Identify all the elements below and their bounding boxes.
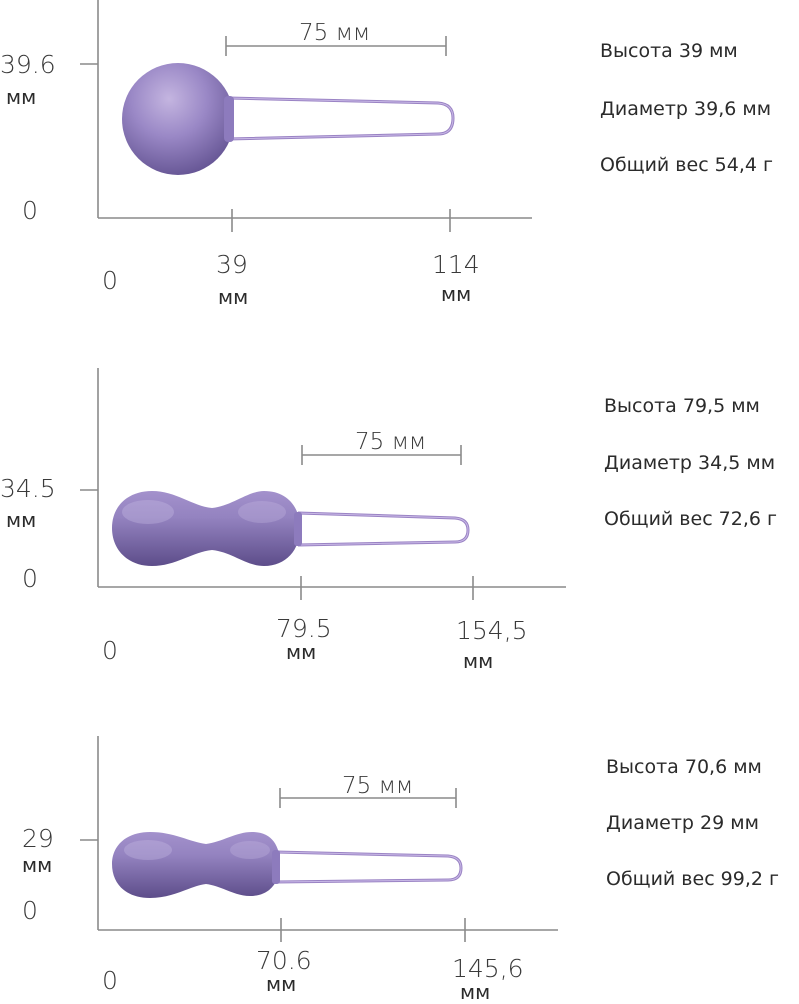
x-tick-unit-2: мм (463, 649, 494, 673)
spec-diameter: Диаметр 29 мм (606, 812, 759, 834)
product-panel-3: 29 мм 0 0 70.6 мм 145,6 мм 75 мм Высота … (0, 680, 799, 1004)
y-tick-label: 39.6 (0, 50, 56, 79)
x-tick-unit-1: мм (218, 285, 249, 309)
x-zero-label: 0 (102, 636, 118, 665)
dimension-label: 75 мм (299, 20, 371, 46)
x-tick-unit-1: мм (266, 972, 297, 996)
x-tick-label-2: 114 (432, 250, 480, 279)
retrieval-loop-highlight (227, 97, 454, 140)
dimension-diagram-3 (80, 736, 558, 942)
y-zero-label: 0 (22, 564, 38, 593)
product-panel-2: 34.5 мм 0 0 79.5 мм 154,5 мм 75 мм Высот… (0, 330, 799, 673)
x-tick-unit-2: мм (460, 980, 491, 1004)
retrieval-loop-highlight (297, 512, 469, 546)
loop-connector (294, 512, 302, 546)
product-body-double-ball (112, 832, 280, 898)
spec-height: Высота 79,5 мм (604, 395, 760, 417)
x-tick-label-2: 154,5 (456, 616, 528, 645)
x-tick-label-1: 79.5 (276, 614, 332, 643)
y-zero-label: 0 (22, 896, 38, 925)
x-tick-unit-2: мм (441, 282, 472, 306)
retrieval-loop (275, 850, 463, 884)
y-tick-unit: мм (6, 85, 37, 109)
retrieval-loop (227, 96, 455, 141)
dimension-label: 75 мм (355, 429, 427, 455)
highlight-2 (230, 841, 270, 859)
spec-height: Высота 39 мм (600, 40, 738, 62)
highlight-1 (124, 840, 172, 860)
dimension-diagram-2 (80, 368, 566, 600)
y-tick-unit: мм (22, 853, 53, 877)
product-body-ball (122, 63, 234, 175)
highlight-2 (238, 501, 286, 523)
loop-connector (224, 96, 234, 142)
y-tick-label: 34.5 (0, 474, 56, 503)
spec-weight: Общий вес 54,4 г (600, 154, 774, 176)
retrieval-loop-highlight (275, 851, 462, 883)
product-body-double-ball (112, 491, 300, 566)
x-tick-label-2: 145,6 (452, 954, 524, 983)
x-tick-label-1: 70.6 (256, 946, 312, 975)
highlight-1 (122, 500, 174, 524)
x-tick-unit-1: мм (286, 640, 317, 664)
dimension-label: 75 мм (342, 773, 414, 799)
y-zero-label: 0 (22, 196, 38, 225)
x-zero-label: 0 (102, 266, 118, 295)
spec-diameter: Диаметр 39,6 мм (600, 98, 772, 120)
x-zero-label: 0 (102, 966, 118, 995)
loop-connector (272, 850, 280, 884)
product-panel-1: 39.6 мм 0 0 39 мм 114 мм 75 мм Высота 39… (0, 0, 799, 320)
dimension-diagram-1 (80, 0, 532, 232)
spec-height: Высота 70,6 мм (606, 756, 762, 778)
spec-weight: Общий вес 99,2 г (606, 868, 780, 890)
x-tick-label-1: 39 (216, 250, 248, 279)
y-tick-label: 29 (22, 824, 54, 853)
spec-diameter: Диаметр 34,5 мм (604, 452, 776, 474)
y-tick-unit: мм (6, 508, 37, 532)
spec-weight: Общий вес 72,6 г (604, 508, 778, 530)
